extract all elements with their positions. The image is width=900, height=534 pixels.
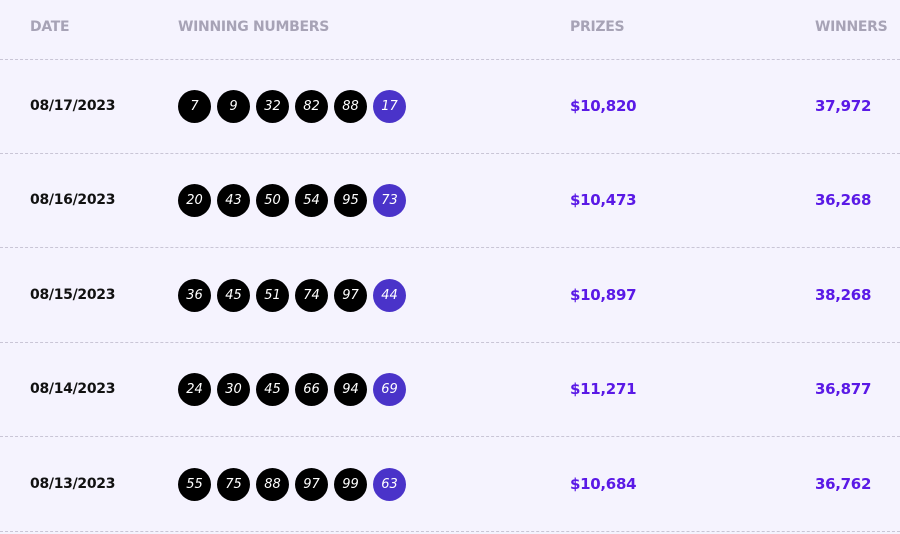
header-winning-numbers: WINNING NUMBERS [178, 19, 329, 35]
prize-amount: $10,473 [570, 191, 637, 210]
prize-amount: $10,897 [570, 285, 637, 304]
winners-count: 36,268 [815, 191, 872, 210]
number-ball: 9 [217, 90, 250, 123]
number-ball: 94 [334, 373, 367, 407]
draw-date: 08/17/2023 [30, 98, 116, 114]
number-ball: 74 [295, 278, 328, 312]
winning-numbers: 7 9 32 82 88 17 [178, 90, 406, 123]
number-ball: 7 [178, 90, 211, 123]
number-ball: 51 [256, 278, 289, 312]
number-ball: 43 [217, 184, 250, 218]
table-row: 08/13/2023 55 75 88 97 99 63 $10,684 36,762 [0, 438, 900, 532]
draw-date: 08/14/2023 [30, 381, 116, 398]
winners-count: 36,877 [815, 380, 872, 399]
number-ball: 45 [256, 373, 289, 407]
draw-date: 08/13/2023 [30, 475, 116, 492]
table-row: 08/17/2023 7 9 32 82 88 17 $10,820 37,972 [0, 60, 900, 154]
winning-numbers: 55 75 88 97 99 63 [178, 467, 406, 501]
number-ball: 54 [295, 184, 328, 218]
table-header: DATE WINNING NUMBERS PRIZES WINNERS [0, 0, 900, 60]
bonus-ball: 73 [373, 184, 406, 218]
number-ball: 97 [295, 467, 328, 501]
number-ball: 66 [295, 373, 328, 407]
header-winners: WINNERS [815, 19, 888, 35]
winning-numbers: 36 45 51 74 97 44 [178, 278, 406, 312]
prize-amount: $10,820 [570, 97, 637, 115]
draw-date: 08/16/2023 [30, 192, 116, 209]
number-ball: 20 [178, 184, 211, 218]
bonus-ball: 69 [373, 373, 406, 407]
winning-numbers: 20 43 50 54 95 73 [178, 184, 406, 218]
header-date: DATE [30, 19, 70, 35]
table-row: 08/16/2023 20 43 50 54 95 73 $10,473 36,268 [0, 154, 900, 249]
number-ball: 32 [256, 90, 289, 123]
winners-count: 37,972 [815, 97, 872, 115]
prize-amount: $11,271 [570, 380, 637, 399]
number-ball: 50 [256, 184, 289, 218]
bonus-ball: 17 [373, 90, 406, 123]
winners-count: 38,268 [815, 285, 872, 304]
winners-count: 36,762 [815, 474, 872, 493]
number-ball: 97 [334, 278, 367, 312]
bonus-ball: 63 [373, 467, 406, 501]
number-ball: 30 [217, 373, 250, 407]
draw-date: 08/15/2023 [30, 286, 116, 303]
table-row: 08/14/2023 24 30 45 66 94 69 $11,271 36,877 [0, 343, 900, 438]
number-ball: 82 [295, 90, 328, 123]
table-row: 08/15/2023 36 45 51 74 97 44 $10,897 38,268 [0, 249, 900, 343]
number-ball: 36 [178, 278, 211, 312]
number-ball: 88 [334, 90, 367, 123]
prize-amount: $10,684 [570, 474, 637, 493]
number-ball: 88 [256, 467, 289, 501]
bonus-ball: 44 [373, 278, 406, 312]
number-ball: 95 [334, 184, 367, 218]
winning-numbers: 24 30 45 66 94 69 [178, 373, 406, 407]
number-ball: 55 [178, 467, 211, 501]
number-ball: 45 [217, 278, 250, 312]
header-prizes: PRIZES [570, 19, 625, 35]
number-ball: 24 [178, 373, 211, 407]
number-ball: 99 [334, 467, 367, 501]
number-ball: 75 [217, 467, 250, 501]
